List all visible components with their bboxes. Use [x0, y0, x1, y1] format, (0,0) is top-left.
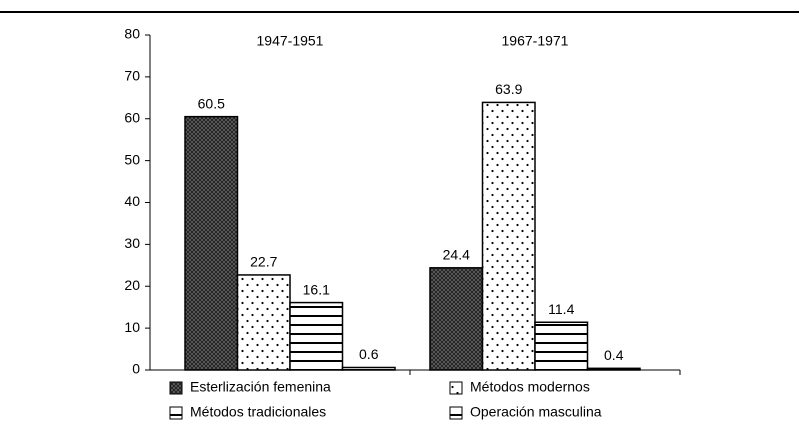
bar: [481, 101, 536, 371]
y-tick-label: 10: [124, 319, 140, 335]
y-tick-label: 60: [124, 109, 140, 125]
legend-label: Esterlización femenina: [190, 379, 331, 395]
group-label: 1947-1951: [257, 33, 324, 49]
y-tick-label: 80: [124, 26, 140, 42]
y-tick-label: 50: [124, 151, 140, 167]
bar: [289, 301, 344, 371]
legend-swatch: [449, 406, 463, 420]
legend-swatch: [169, 406, 183, 420]
y-tick-label: 40: [124, 193, 140, 209]
y-tick-label: 20: [124, 277, 140, 293]
value-label: 63.9: [495, 81, 522, 97]
value-label: 0.6: [359, 346, 379, 362]
y-tick-label: 0: [132, 361, 140, 377]
value-label: 22.7: [250, 254, 277, 270]
bar: [184, 115, 239, 371]
value-label: 24.4: [443, 247, 470, 263]
bar: [236, 274, 291, 371]
bar: [341, 366, 396, 371]
bar: [534, 321, 589, 371]
value-label: 11.4: [548, 301, 574, 317]
legend-swatch: [449, 381, 463, 395]
bar: [429, 267, 484, 371]
legend-label: Operación masculina: [470, 404, 602, 420]
y-tick-label: 30: [124, 235, 140, 251]
group-label: 1967-1971: [502, 33, 569, 49]
legend-label: Métodos tradicionales: [190, 404, 326, 420]
value-label: 60.5: [198, 95, 225, 111]
legend-label: Métodos modernos: [470, 379, 590, 395]
legend-swatch: [169, 381, 183, 395]
y-tick-label: 70: [124, 68, 140, 84]
value-label: 16.1: [303, 281, 330, 297]
value-label: 0.4: [604, 347, 624, 363]
bar: [586, 367, 641, 371]
